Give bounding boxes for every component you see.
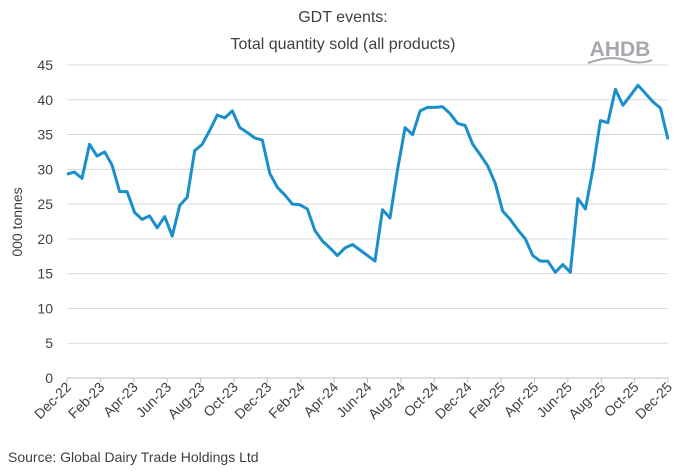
ahdb-logo: AHDB (587, 38, 653, 64)
x-tick-label: Aug-24 (365, 379, 408, 422)
y-tick-label: 30 (37, 161, 53, 177)
x-tick-label: Aug-23 (164, 379, 207, 422)
x-tick-label: Feb-23 (65, 379, 108, 422)
y-tick-label: 10 (37, 300, 53, 316)
y-tick-label: 15 (37, 266, 53, 282)
y-tick-label: 0 (45, 370, 53, 386)
y-tick-label: 25 (37, 196, 53, 212)
source-note: Source: Global Dairy Trade Holdings Ltd (8, 449, 259, 465)
x-tick-label: Feb-25 (465, 379, 508, 422)
x-tick-label: Dec-25 (632, 379, 675, 422)
y-tick-label: 20 (37, 231, 53, 247)
x-tick-label: Dec-23 (231, 379, 274, 422)
x-tick-label: Dec-24 (432, 379, 475, 422)
x-tick-label: Apr-24 (300, 379, 341, 420)
x-tick-label: Apr-23 (100, 379, 141, 420)
x-tick-label: Feb-24 (265, 379, 308, 422)
chart-title-line-2: Total quantity sold (all products) (231, 36, 456, 53)
y-tick-label: 45 (37, 57, 53, 73)
y-axis-label: 000 tonnes (9, 187, 25, 256)
x-tick-label: Aug-25 (565, 379, 608, 422)
y-tick-label: 40 (37, 92, 53, 108)
y-tick-label: 5 (45, 335, 53, 351)
y-tick-label: 35 (37, 127, 53, 143)
x-tick-label: Apr-25 (501, 379, 542, 420)
series-line (66, 83, 670, 274)
svg-text:AHDB: AHDB (590, 38, 651, 61)
chart-title-line-1: GDT events: (298, 9, 388, 26)
